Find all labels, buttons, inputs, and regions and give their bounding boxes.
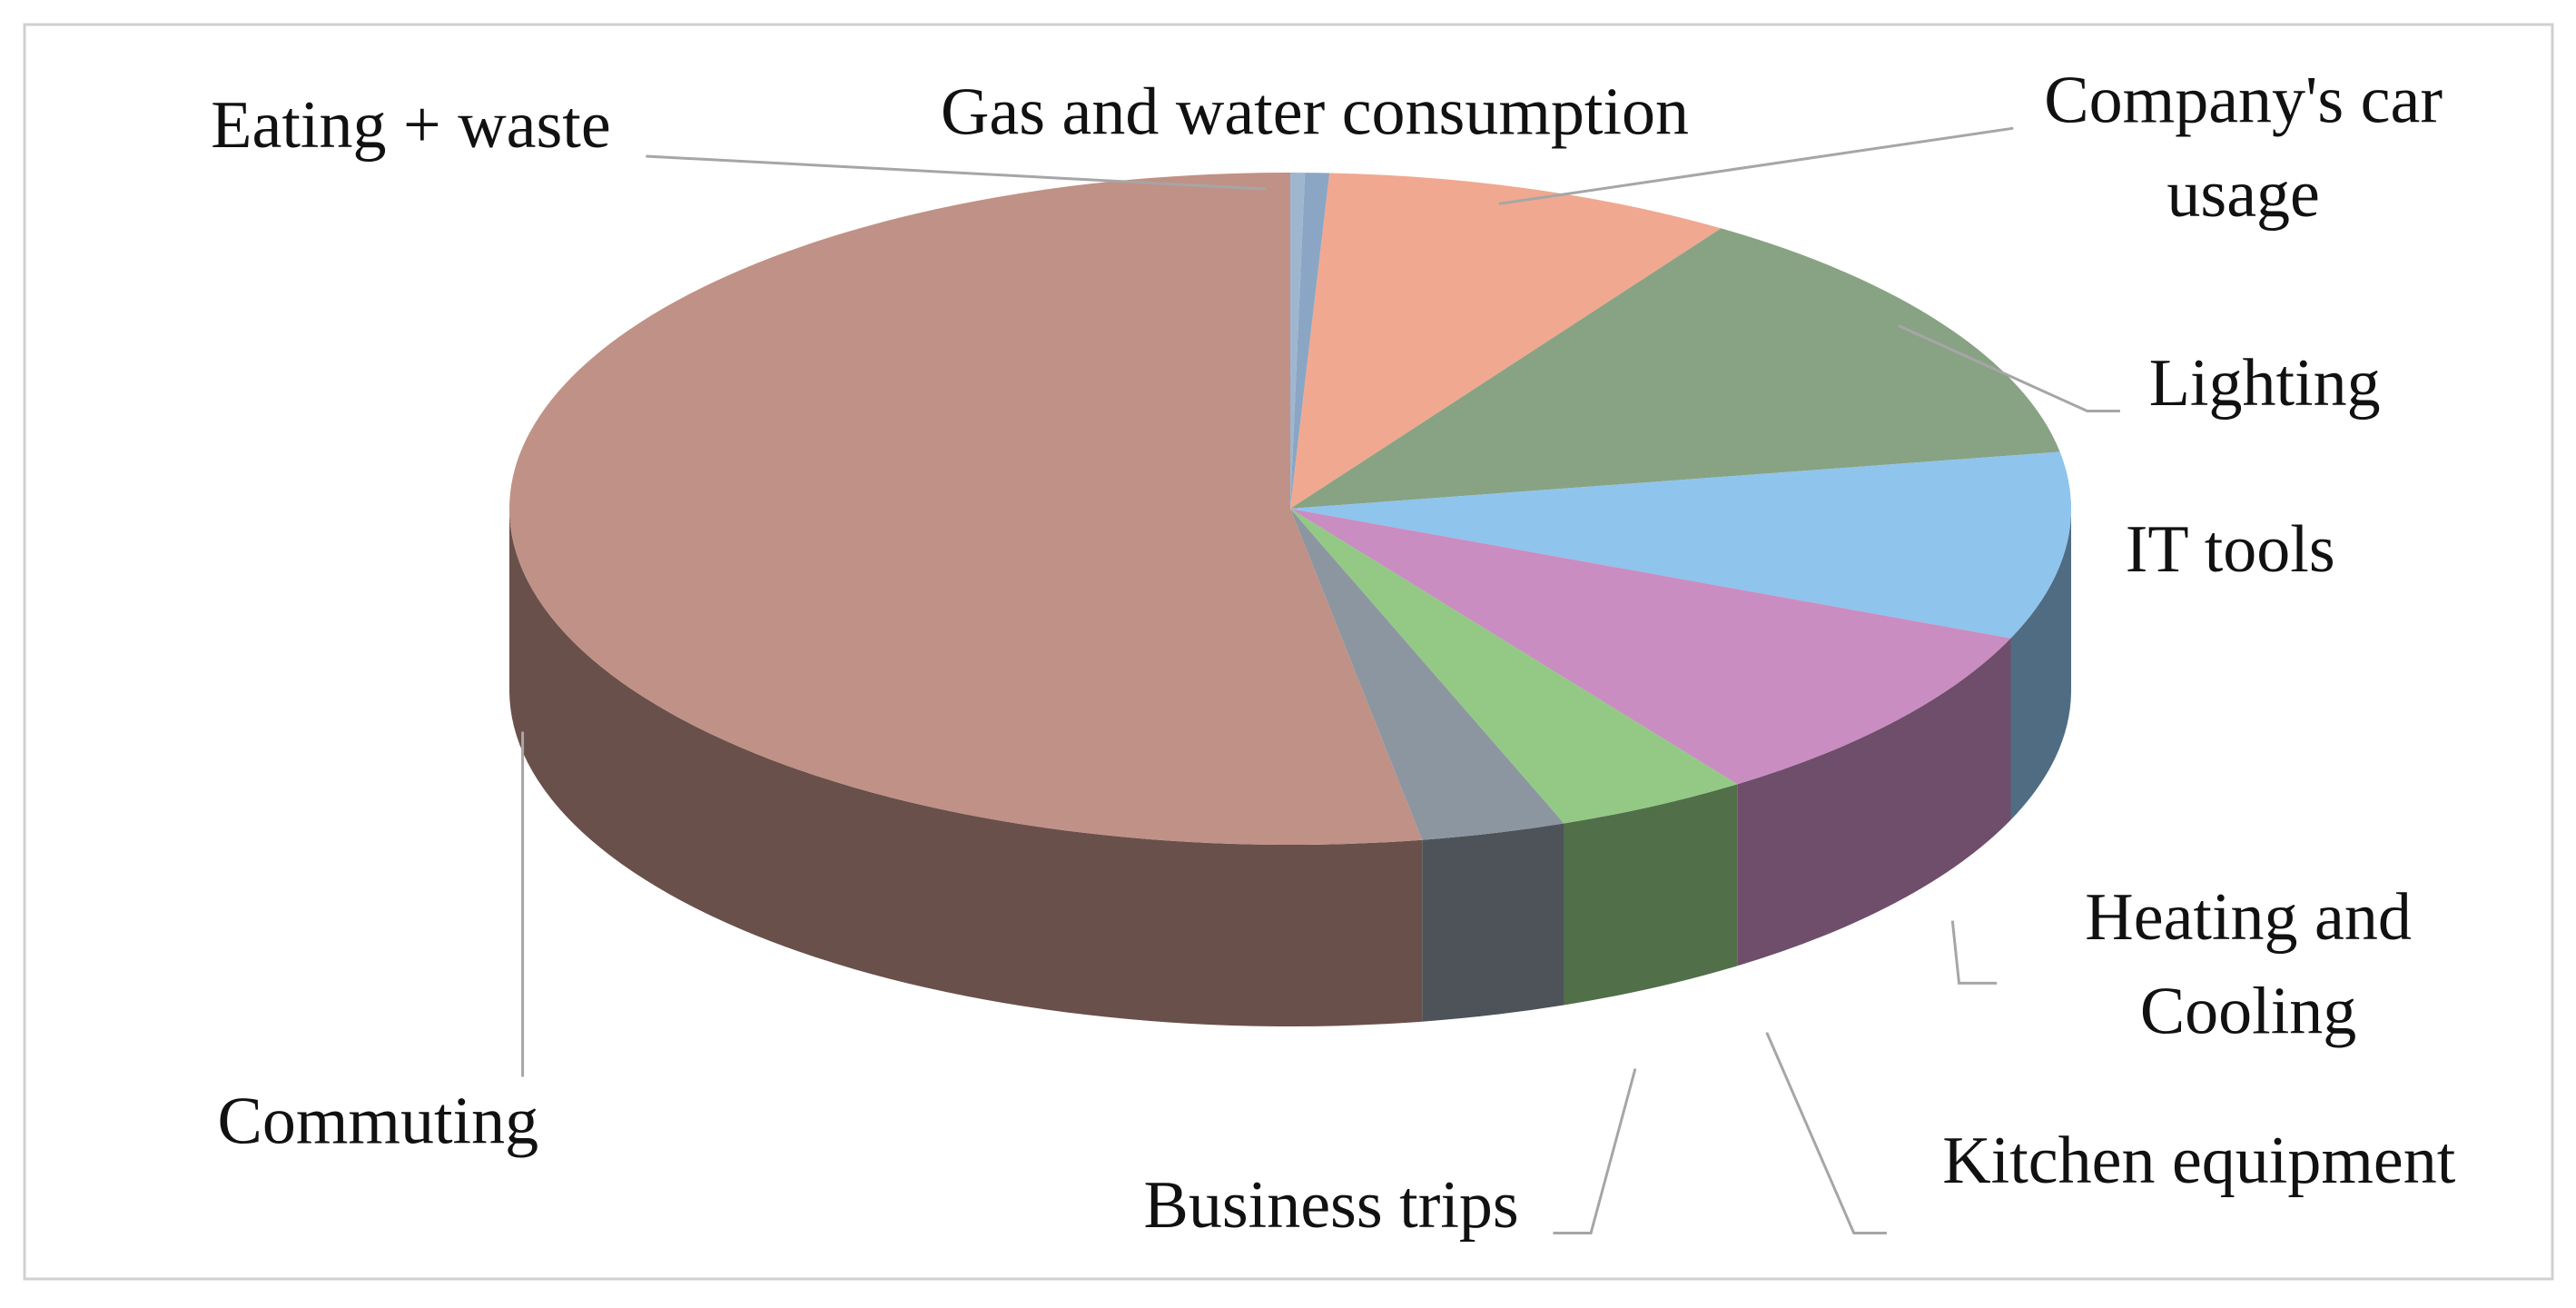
label-line: Heating and: [2085, 880, 2412, 955]
slice: [1290, 509, 1564, 840]
label-line: Cooling: [2140, 974, 2356, 1048]
pie-sides: [509, 509, 2071, 1027]
slice-side: [509, 509, 1423, 1027]
slice-side: [1422, 823, 1564, 1022]
leader-line: [1950, 920, 1998, 985]
slice: [1290, 173, 1306, 509]
slice-label: IT tools: [2126, 512, 2335, 587]
pie-tops: [508, 173, 2071, 845]
leader-line: [1897, 324, 2120, 412]
slice-label: Kitchen equipment: [1942, 1124, 2456, 1198]
slice: [1290, 173, 1330, 509]
slice-side: [1737, 638, 2011, 966]
slice: [1290, 451, 2071, 639]
slice-label: Lighting: [2149, 346, 2381, 421]
leader-line: [1498, 126, 2014, 205]
slice: [1290, 509, 1738, 824]
slice: [1290, 173, 1722, 509]
leader-line: [1765, 1032, 1887, 1234]
leader-line: [646, 154, 1266, 191]
leader-line: [1553, 1068, 1637, 1234]
slice: [1290, 228, 2060, 509]
slice-label: Gas and water consumption: [941, 74, 1689, 149]
slice-label: Heating and Cooling: [2085, 880, 2412, 1048]
slice-label: Commuting: [217, 1085, 538, 1159]
label-line: usage: [2166, 157, 2320, 232]
label-line: Company's car: [2044, 64, 2443, 138]
slice-label: Eating + waste: [211, 88, 610, 163]
labels: Eating + waste Gas and water consumption C…: [211, 64, 2455, 1243]
slice: [508, 173, 1423, 845]
slice: [1290, 509, 2011, 785]
slice-side: [2010, 509, 2071, 820]
slice-side: [1564, 784, 1738, 1006]
slice-label: Business trips: [1143, 1168, 1518, 1243]
slice-label: Company's car usage: [2044, 64, 2443, 232]
